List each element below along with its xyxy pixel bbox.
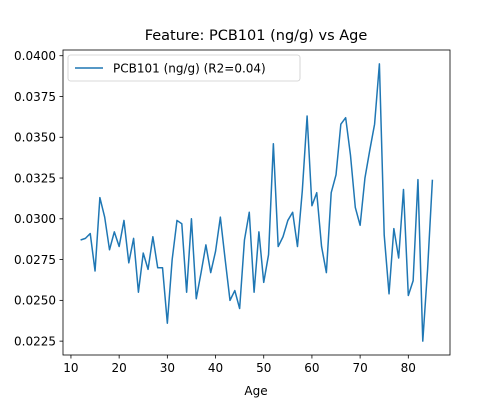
legend-box: [67, 54, 301, 82]
x-tick-label: 20: [112, 361, 127, 375]
y-tick-label: 0.0350: [14, 131, 56, 145]
y-tick-label: 0.0225: [14, 334, 56, 348]
series-line-0: [80, 63, 434, 342]
legend: PCB101 (ng/g) (R2=0.04): [67, 54, 301, 82]
y-tick-label: 0.0375: [14, 90, 56, 104]
y-tick-label: 0.0400: [14, 49, 56, 63]
x-tick-label: 80: [401, 361, 416, 375]
x-tick-label: 40: [208, 361, 223, 375]
plot-background: [63, 50, 450, 355]
legend-label: PCB101 (ng/g) (R2=0.04): [113, 61, 266, 75]
y-tick-label: 0.0275: [14, 253, 56, 267]
x-tick-label: 30: [160, 361, 175, 375]
y-tick-label: 0.0250: [14, 294, 56, 308]
plot-frame: [62, 49, 451, 356]
y-axis: 0.0225 0.0250 0.0275 0.0300 0.0325 0.0350 0.03…: [14, 49, 63, 348]
x-tick-label: 10: [63, 361, 78, 375]
y-tick-label: 0.0300: [14, 212, 56, 226]
y-tick-label: 0.0325: [14, 171, 56, 185]
plot-area: [62, 49, 451, 356]
x-tick-label: 70: [352, 361, 367, 375]
x-tick-label: 60: [304, 361, 319, 375]
x-axis-label: Age: [244, 384, 267, 398]
x-tick-label: 50: [256, 361, 271, 375]
chart-title: Feature: PCB101 (ng/g) vs Age: [145, 28, 368, 44]
x-axis: 10 20 30 40 50 60 70 80: [63, 355, 416, 375]
